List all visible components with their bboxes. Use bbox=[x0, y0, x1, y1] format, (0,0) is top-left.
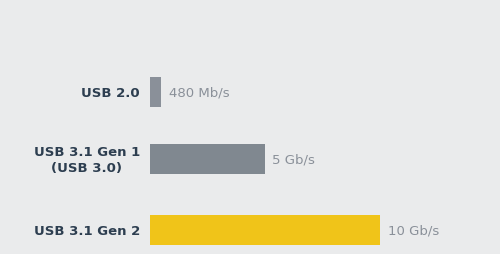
Text: USB 2.0: USB 2.0 bbox=[82, 87, 140, 100]
Text: USB 3.1 Gen 1
(USB 3.0): USB 3.1 Gen 1 (USB 3.0) bbox=[34, 145, 140, 174]
Text: 5 Gb/s: 5 Gb/s bbox=[272, 153, 316, 166]
Bar bbox=[150, 78, 161, 108]
Bar bbox=[150, 215, 380, 245]
Bar bbox=[150, 145, 265, 175]
Text: 10 Gb/s: 10 Gb/s bbox=[388, 224, 439, 237]
Text: 480 Mb/s: 480 Mb/s bbox=[168, 87, 229, 100]
Text: USB 3.1 Gen 2: USB 3.1 Gen 2 bbox=[34, 224, 140, 237]
